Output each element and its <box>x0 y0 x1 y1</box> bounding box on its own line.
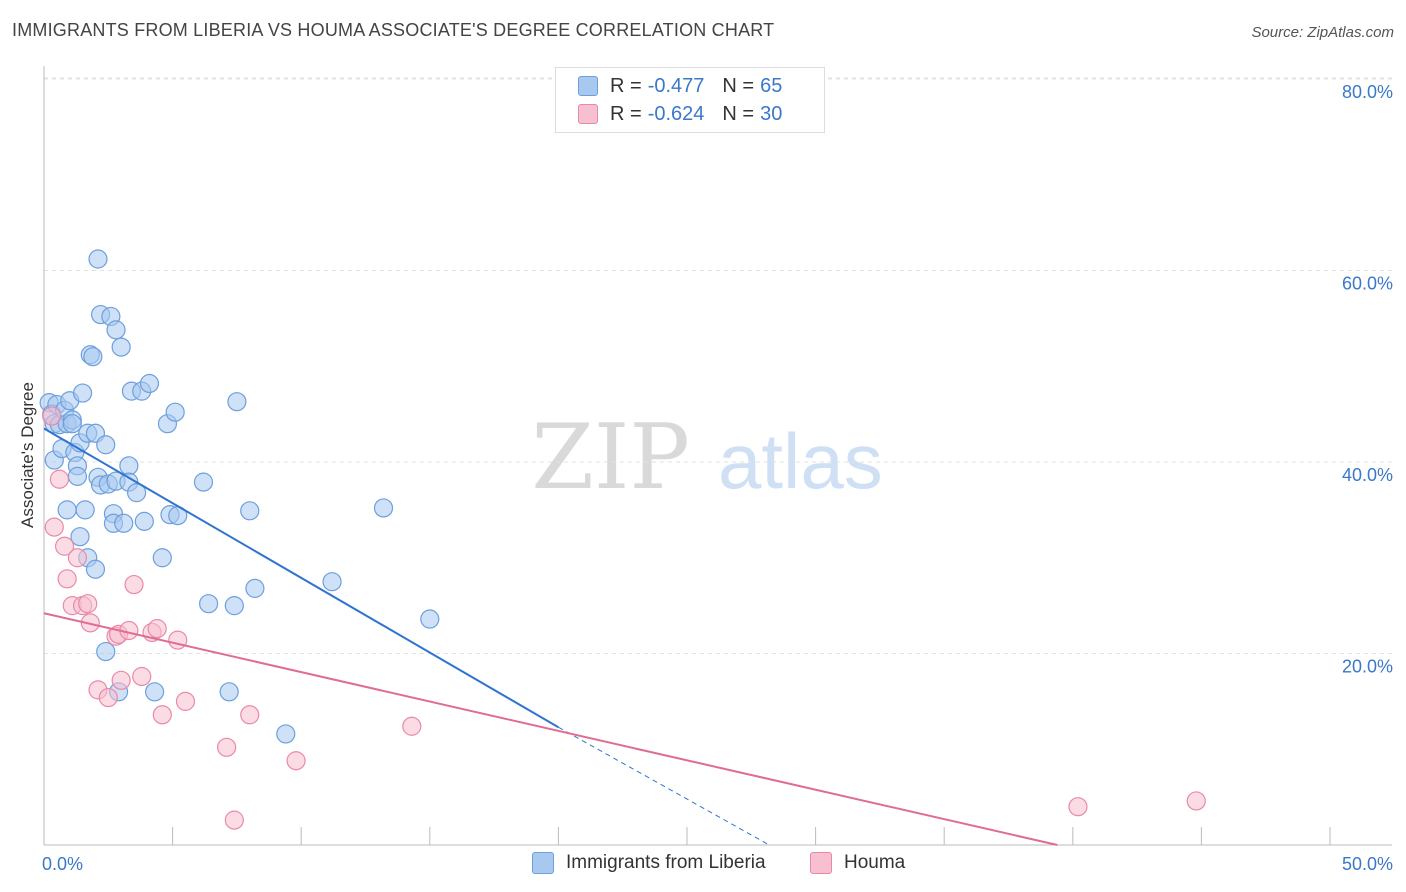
houma-legend-swatch <box>810 852 832 874</box>
liberia-point <box>322 572 342 592</box>
liberia-point <box>144 682 165 702</box>
y-tick-label: 20.0% <box>1342 657 1393 677</box>
stats-legend-row-houma: R = -0.624 N = 30 <box>578 100 782 128</box>
houma-point <box>132 666 152 687</box>
liberia-point <box>114 513 134 533</box>
houma-point <box>402 716 422 736</box>
liberia-point <box>224 596 244 616</box>
liberia-legend-swatch <box>532 852 554 874</box>
liberia-point <box>88 249 108 269</box>
x-tick-label: 50.0% <box>1342 854 1393 874</box>
liberia-swatch <box>578 76 598 96</box>
legend-item-liberia[interactable]: Immigrants from Liberia <box>532 852 766 874</box>
stats-legend: R = -0.477 N = 65 R = -0.624 N = 30 <box>555 67 825 133</box>
houma-point <box>49 469 70 489</box>
houma-point <box>44 517 64 537</box>
liberia-point <box>106 320 126 340</box>
liberia-point <box>119 456 139 476</box>
n-label: N = <box>722 74 755 97</box>
r-label: R = <box>610 74 642 97</box>
houma-point <box>54 536 75 556</box>
y-tick-label: 60.0% <box>1342 274 1393 294</box>
liberia-point <box>62 414 82 434</box>
n-label: N = <box>722 102 755 125</box>
r-value: -0.624 <box>647 102 705 125</box>
liberia-point <box>219 682 239 702</box>
liberia-point <box>85 559 106 579</box>
watermark-zip: ZIP <box>531 405 690 510</box>
liberia-point <box>96 641 116 662</box>
stats-legend-row-liberia: R = -0.477 N = 65 <box>578 72 782 100</box>
liberia-point <box>245 578 265 598</box>
legend-label-liberia: Immigrants from Liberia <box>566 852 766 873</box>
houma-point <box>152 705 172 725</box>
liberia-point <box>227 392 247 412</box>
watermark-atlas: atlas <box>718 417 883 505</box>
legend-item-houma[interactable]: Houma <box>810 852 905 874</box>
houma-point <box>57 569 77 589</box>
series-legend: Immigrants from Liberia Houma <box>0 852 1406 878</box>
liberia-point <box>57 500 77 520</box>
y-tick-label: 80.0% <box>1342 82 1393 102</box>
r-label: R = <box>610 102 642 125</box>
chart-title: IMMIGRANTS FROM LIBERIA VS HOUMA ASSOCIA… <box>12 20 775 40</box>
liberia-point <box>111 337 131 357</box>
houma-point <box>175 691 196 711</box>
houma-point <box>78 594 98 614</box>
n-value: 65 <box>760 74 783 97</box>
houma-point <box>111 670 131 690</box>
houma-point <box>124 574 144 595</box>
liberia-point <box>139 373 160 394</box>
liberia-point <box>420 609 440 629</box>
liberia-point <box>165 402 185 422</box>
houma-point <box>168 630 188 650</box>
legend-label-houma: Houma <box>844 852 906 873</box>
houma-trendline <box>43 612 1058 846</box>
liberia-point <box>134 511 154 531</box>
houma-point <box>1068 797 1088 817</box>
liberia-point <box>96 435 116 455</box>
houma-point <box>147 619 167 639</box>
liberia-point <box>193 472 214 492</box>
y-axis-label: Associate's Degree <box>18 382 37 528</box>
n-value: 30 <box>760 102 783 125</box>
liberia-point <box>83 347 103 367</box>
liberia-point <box>199 594 219 614</box>
liberia-point <box>67 466 88 486</box>
liberia-trendline-extension <box>558 726 770 846</box>
source-note: Source: ZipAtlas.com <box>1251 24 1394 41</box>
houma-point <box>224 810 244 830</box>
houma-point <box>67 548 88 568</box>
liberia-point <box>373 498 394 518</box>
liberia-point <box>276 724 296 744</box>
houma-point <box>42 406 62 426</box>
y-tick-label: 40.0% <box>1342 465 1393 485</box>
liberia-point <box>70 527 90 547</box>
houma-point <box>286 751 306 771</box>
houma-point <box>98 687 118 708</box>
x-tick-label: 0.0% <box>42 854 83 874</box>
r-value: -0.477 <box>647 74 705 97</box>
liberia-point <box>240 501 260 521</box>
houma-point <box>240 705 260 725</box>
liberia-trendline <box>43 427 559 729</box>
houma-point <box>217 737 237 757</box>
houma-point <box>1186 791 1206 811</box>
houma-swatch <box>578 104 598 124</box>
liberia-point <box>72 383 93 403</box>
liberia-point <box>75 500 95 520</box>
liberia-point <box>152 548 172 568</box>
liberia-point <box>126 483 147 503</box>
